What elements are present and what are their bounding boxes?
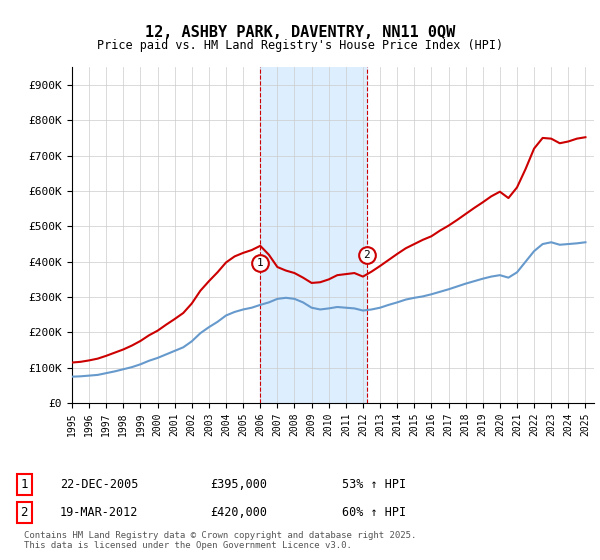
Text: 22-DEC-2005: 22-DEC-2005 — [60, 478, 139, 491]
Text: £395,000: £395,000 — [210, 478, 267, 491]
Text: 19-MAR-2012: 19-MAR-2012 — [60, 506, 139, 519]
Text: Contains HM Land Registry data © Crown copyright and database right 2025.
This d: Contains HM Land Registry data © Crown c… — [24, 530, 416, 550]
Text: 2: 2 — [20, 506, 28, 519]
Text: 1: 1 — [20, 478, 28, 491]
Text: 12, ASHBY PARK, DAVENTRY, NN11 0QW: 12, ASHBY PARK, DAVENTRY, NN11 0QW — [145, 25, 455, 40]
Text: 2: 2 — [364, 250, 370, 260]
Text: 53% ↑ HPI: 53% ↑ HPI — [342, 478, 406, 491]
Text: £420,000: £420,000 — [210, 506, 267, 519]
Text: Price paid vs. HM Land Registry's House Price Index (HPI): Price paid vs. HM Land Registry's House … — [97, 39, 503, 52]
Bar — [260, 67, 367, 403]
Text: 1: 1 — [256, 259, 263, 268]
Text: 60% ↑ HPI: 60% ↑ HPI — [342, 506, 406, 519]
